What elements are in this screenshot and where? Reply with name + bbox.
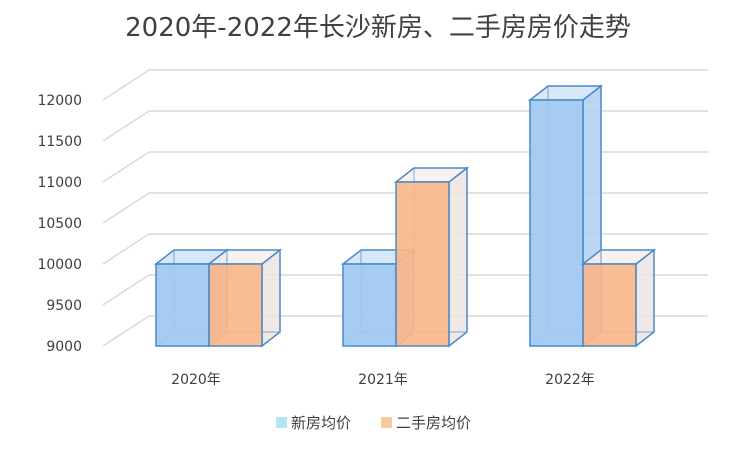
chart-title: 2020年-2022年长沙新房、二手房房价走势 bbox=[125, 13, 631, 43]
y-axis-ticks: 9000 9500 10000 10500 11000 11500 12000 bbox=[37, 93, 82, 355]
bars bbox=[153, 84, 657, 348]
legend: 新房均价 二手房均价 bbox=[276, 414, 471, 432]
bar-group bbox=[340, 166, 470, 348]
y-tick-label: 12000 bbox=[37, 93, 82, 109]
legend-swatch bbox=[381, 417, 392, 428]
gridline bbox=[102, 110, 708, 142]
bar bbox=[393, 166, 470, 348]
x-tick-label: 2022年 bbox=[545, 372, 595, 388]
legend-item: 二手房均价 bbox=[381, 414, 471, 432]
y-tick-label: 9000 bbox=[46, 339, 82, 355]
gridline bbox=[102, 69, 708, 101]
y-tick-label: 10000 bbox=[37, 257, 82, 273]
bar bbox=[580, 248, 657, 348]
legend-label: 新房均价 bbox=[291, 414, 351, 432]
bar-group bbox=[527, 84, 657, 348]
y-tick-label: 9500 bbox=[46, 298, 82, 314]
legend-item: 新房均价 bbox=[276, 414, 351, 432]
x-tick-label: 2020年 bbox=[171, 372, 221, 388]
gridline bbox=[102, 151, 708, 183]
bar bbox=[206, 248, 283, 348]
y-tick-label: 10500 bbox=[37, 216, 82, 232]
legend-swatch bbox=[276, 417, 287, 428]
y-tick-label: 11000 bbox=[37, 175, 82, 191]
legend-label: 二手房均价 bbox=[396, 414, 471, 432]
x-axis-ticks: 2020年 2021年 2022年 bbox=[171, 372, 595, 388]
y-tick-label: 11500 bbox=[37, 134, 82, 150]
bar bbox=[527, 84, 604, 348]
x-tick-label: 2021年 bbox=[358, 372, 408, 388]
bar-group bbox=[153, 248, 283, 348]
